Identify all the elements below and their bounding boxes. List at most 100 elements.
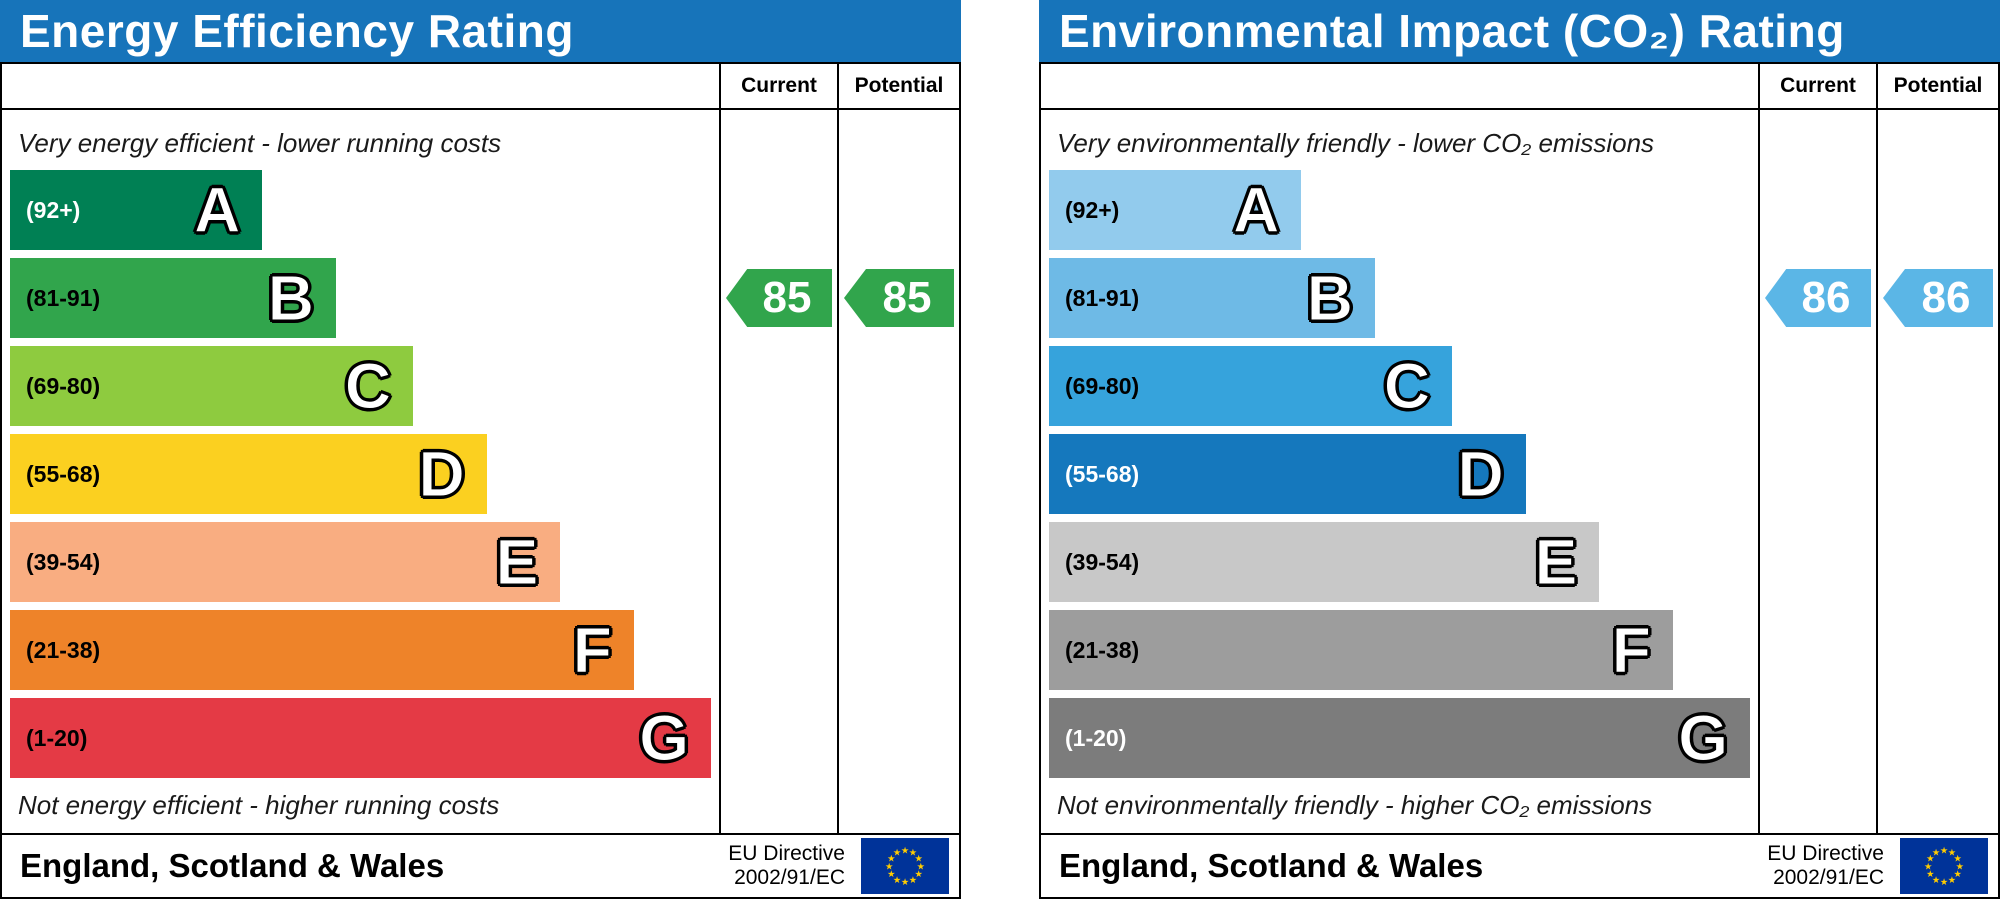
band-row-c: (69-80) C	[10, 346, 711, 426]
svg-text:★: ★	[885, 861, 893, 872]
current-column-header: Current	[1758, 64, 1876, 108]
svg-text:★: ★	[901, 877, 909, 888]
svg-text:★: ★	[1926, 853, 1934, 864]
svg-text:★: ★	[887, 869, 895, 880]
band-row-c: (69-80) C	[1049, 346, 1750, 426]
current-rating-value: 86	[1801, 273, 1851, 322]
chart-title-bar: Energy Efficiency Rating	[0, 0, 961, 62]
band-range-label: (81-91)	[26, 284, 101, 311]
chart-body: Very energy efficient - lower running co…	[2, 110, 959, 833]
region-label: England, Scotland & Wales	[1059, 847, 1484, 884]
svg-text:★: ★	[1954, 869, 1962, 880]
header-spacer	[2, 64, 719, 108]
band-bar-g: (1-20) G	[10, 698, 711, 778]
band-row-f: (21-38) F	[10, 610, 711, 690]
chart-footer: England, Scotland & Wales EU Directive 2…	[2, 833, 959, 897]
region-label: England, Scotland & Wales	[20, 847, 445, 884]
band-range-label: (69-80)	[1065, 372, 1140, 399]
band-bar-a: (92+) A	[10, 170, 263, 250]
band-range-label: (39-54)	[26, 548, 101, 575]
band-range-label: (1-20)	[1065, 724, 1127, 751]
column-header-row: Current Potential	[2, 64, 959, 110]
band-letter: D	[1457, 438, 1504, 510]
svg-text:★: ★	[901, 845, 909, 856]
chart-body: Very environmentally friendly - lower CO…	[1041, 110, 1998, 833]
eu-directive-line1: EU Directive	[1767, 841, 1884, 865]
band-letter: E	[495, 526, 539, 598]
svg-text:★: ★	[909, 875, 917, 886]
top-caption: Very energy efficient - lower running co…	[18, 127, 502, 158]
band-row-a: (92+) A	[10, 170, 711, 250]
potential-rating-value: 86	[1921, 273, 1971, 322]
band-range-label: (55-68)	[1065, 460, 1140, 487]
band-letter: A	[194, 174, 241, 246]
band-bar-g: (1-20) G	[1049, 698, 1750, 778]
band-row-f: (21-38) F	[1049, 610, 1750, 690]
band-range-label: (21-38)	[1065, 636, 1140, 663]
band-letter: A	[1233, 174, 1280, 246]
current-rating-column: 86	[1758, 110, 1876, 833]
band-row-a: (92+) A	[1049, 170, 1750, 250]
chart-title-bar: Environmental Impact (CO₂) Rating	[1039, 0, 2000, 62]
band-range-label: (92+)	[1065, 196, 1120, 223]
band-bar-d: (55-68) D	[10, 434, 487, 514]
band-bar-b: (81-91) B	[10, 258, 336, 338]
header-spacer	[1041, 64, 1758, 108]
band-bar-f: (21-38) F	[1049, 610, 1673, 690]
band-row-g: (1-20) G	[1049, 698, 1750, 778]
svg-text:★: ★	[1932, 875, 1940, 886]
band-list: (92+) A (81-91) B (69-80) C (55-68) D (39-54) E (2…	[1049, 168, 1750, 778]
band-range-label: (55-68)	[26, 460, 101, 487]
svg-text:★: ★	[1954, 853, 1962, 864]
band-bar-e: (39-54) E	[1049, 522, 1600, 602]
svg-text:★: ★	[915, 869, 923, 880]
band-row-e: (39-54) E	[1049, 522, 1750, 602]
band-row-b: (81-91) B	[1049, 258, 1750, 338]
eu-directive-line2: 2002/91/EC	[734, 866, 845, 889]
band-letter: G	[639, 702, 690, 774]
top-caption: Very environmentally friendly - lower CO…	[1057, 127, 1655, 158]
band-row-b: (81-91) B	[10, 258, 711, 338]
chart-frame: Current Potential Very energy efficient …	[0, 62, 961, 899]
band-letter: G	[1678, 702, 1729, 774]
eu-flag-icon: ★ ★ ★ ★ ★ ★ ★ ★ ★ ★ ★ ★	[861, 838, 949, 894]
band-letter: C	[1383, 350, 1431, 422]
potential-rating-arrow: 85	[844, 269, 954, 327]
band-row-g: (1-20) G	[10, 698, 711, 778]
potential-column-header: Potential	[1876, 64, 1998, 108]
current-column-header: Current	[719, 64, 837, 108]
band-range-label: (21-38)	[26, 636, 101, 663]
svg-text:★: ★	[1948, 875, 1956, 886]
current-rating-arrow: 85	[726, 269, 832, 327]
svg-text:★: ★	[917, 861, 925, 872]
band-bar-b: (81-91) B	[1049, 258, 1375, 338]
environmental-impact-chart: Environmental Impact (CO₂) Rating Curren…	[1039, 0, 2000, 899]
band-bar-d: (55-68) D	[1049, 434, 1526, 514]
band-letter: E	[1534, 526, 1578, 598]
band-bar-c: (69-80) C	[1049, 346, 1453, 426]
eu-directive-label: EU Directive 2002/91/EC	[728, 842, 845, 890]
column-header-row: Current Potential	[1041, 64, 1998, 110]
band-letter: C	[344, 350, 392, 422]
chart-title: Environmental Impact (CO₂) Rating	[1059, 5, 1845, 57]
svg-text:★: ★	[1956, 861, 1964, 872]
eu-flag-icon: ★ ★ ★ ★ ★ ★ ★ ★ ★ ★ ★ ★	[1900, 838, 1988, 894]
band-range-label: (81-91)	[1065, 284, 1140, 311]
current-rating-column: 85	[719, 110, 837, 833]
band-letter: B	[1306, 262, 1353, 334]
svg-text:★: ★	[1940, 877, 1948, 888]
current-rating-value: 85	[762, 273, 812, 322]
band-bar-e: (39-54) E	[10, 522, 561, 602]
svg-text:★: ★	[893, 848, 901, 859]
potential-rating-column: 85	[837, 110, 959, 833]
band-list: (92+) A (81-91) B (69-80) C (55-68) D (39-54) E (2…	[10, 168, 711, 778]
chart-footer: England, Scotland & Wales EU Directive 2…	[1041, 833, 1998, 897]
svg-text:★: ★	[915, 853, 923, 864]
energy-efficiency-chart: Energy Efficiency Rating Current Potenti…	[0, 0, 961, 899]
band-letter: F	[1611, 614, 1651, 686]
current-rating-arrow: 86	[1765, 269, 1871, 327]
svg-text:★: ★	[909, 848, 917, 859]
chart-frame: Current Potential Very environmentally f…	[1039, 62, 2000, 899]
potential-column-header: Potential	[837, 64, 959, 108]
